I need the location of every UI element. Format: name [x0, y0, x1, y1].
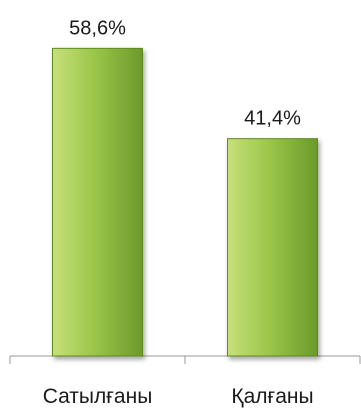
x-axis	[9, 355, 361, 364]
data-label-1: 58,6%	[69, 17, 126, 39]
bar-2	[227, 138, 318, 357]
tick-labels-group: Сатылғаны Қалғаны	[43, 385, 314, 408]
bars-group	[52, 47, 318, 357]
data-labels-group: 58,6% 41,4%	[69, 17, 301, 129]
category-label-1: Сатылғаны	[43, 385, 153, 408]
bar-1	[52, 47, 143, 357]
category-label-2: Қалғаны	[231, 385, 313, 408]
data-label-2: 41,4%	[244, 108, 301, 130]
